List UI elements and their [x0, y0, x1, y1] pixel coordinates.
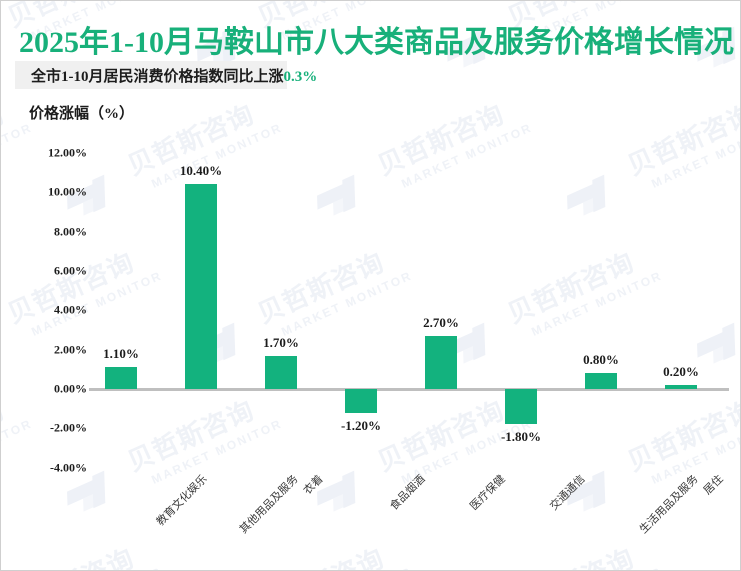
bar-value-label: 2.70% — [423, 314, 459, 330]
bar[interactable] — [345, 389, 377, 413]
plot-area: 12.00% 10.00% 8.00% 6.00% 4.00% 2.00% 0.00% -2.… — [1, 131, 740, 536]
subtitle: 全市1-10月居民消费价格指数同比上涨0.3% — [31, 65, 317, 86]
bar-value-label: 0.80% — [583, 352, 619, 368]
zero-baseline — [89, 388, 729, 391]
x-axis-label: 衣着 — [301, 473, 326, 498]
y-axis-tick-label: -4.00% — [50, 460, 87, 475]
subtitle-highlight: 0.3% — [283, 69, 318, 85]
bar-value-label: 1.70% — [263, 334, 299, 350]
bar-value-label: -1.80% — [500, 429, 542, 445]
x-axis-label: 教育文化娱乐 — [154, 473, 210, 529]
bar[interactable] — [505, 389, 537, 425]
y-axis-tick-label: 12.00% — [48, 145, 87, 160]
y-axis-tick-label: 4.00% — [54, 302, 87, 317]
bar-value-label: 10.40% — [179, 163, 223, 179]
bar[interactable] — [105, 367, 137, 389]
y-axis-tick-label: 0.00% — [54, 381, 87, 396]
bar[interactable] — [265, 355, 297, 389]
bar[interactable] — [585, 373, 617, 389]
y-axis-tick-label: 10.00% — [48, 184, 87, 199]
y-axis-title: 价格涨幅（%） — [29, 106, 135, 122]
x-axis-label: 食品烟酒 — [388, 473, 428, 513]
subtitle-prefix: 全市1-10月居民消费价格指数同比上涨 — [31, 69, 284, 85]
x-axis-label: 医疗保健 — [468, 473, 508, 513]
x-axis-label: 其他用品及服务 — [237, 473, 301, 537]
bar[interactable] — [425, 335, 457, 389]
bar-value-label: 1.10% — [103, 346, 139, 362]
bar-value-label: 0.20% — [663, 364, 699, 380]
subtitle-band — [15, 61, 287, 89]
x-axis-label: 生活用品及服务 — [637, 473, 701, 537]
x-axis-label: 居住 — [701, 473, 726, 498]
page-title: 2025年1-10月马鞍山市八大类商品及服务价格增长情况 — [19, 26, 734, 59]
y-axis-tick-label: -2.00% — [50, 420, 87, 435]
bar-value-label: -1.20% — [340, 417, 382, 433]
bar[interactable] — [185, 184, 217, 389]
x-axis-label: 交通通信 — [548, 473, 588, 513]
y-axis-tick-label: 2.00% — [54, 342, 87, 357]
y-axis-tick-label: 6.00% — [54, 263, 87, 278]
bar[interactable] — [665, 385, 697, 389]
y-axis-tick-label: 8.00% — [54, 224, 87, 239]
